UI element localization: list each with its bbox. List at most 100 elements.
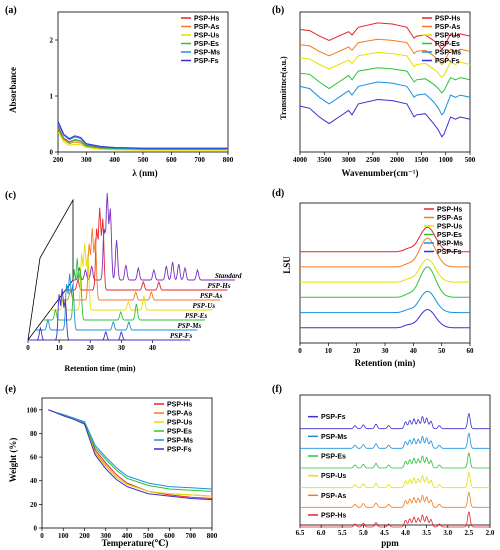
e-y-tick-label: 60: [30, 454, 38, 462]
a-x-tick-label: 800: [223, 156, 234, 164]
e-x-tick-label: 300: [101, 532, 112, 540]
f-xlabel: ppm: [381, 538, 399, 548]
a-legend-entry: PSP-Hs: [194, 16, 219, 23]
c-trace-psp-hs: [65, 207, 206, 291]
f-x-tick-label: 4.0: [401, 529, 410, 537]
c-trace-psp-es: [43, 258, 183, 321]
e-legend-entry: PSP-Fs: [167, 447, 192, 454]
a-legend-entry: PSP-As: [194, 24, 219, 31]
a-legend-entry: PSP-Fs: [194, 58, 219, 65]
f-x-tick-label: 2.5: [465, 529, 474, 537]
f-legend-entry: PSP-Ms: [321, 434, 347, 441]
e-x-tick-label: 700: [186, 532, 197, 540]
b-series-line-psp-fs: [299, 98, 471, 138]
f-series-line-psp-us: [300, 471, 490, 489]
b-x-tick-label: 4000: [293, 156, 308, 164]
a-legend-entry: PSP-Us: [194, 33, 219, 40]
e-x-tick-label: 400: [122, 532, 133, 540]
e-x-tick-label: 600: [164, 532, 175, 540]
a-series-line-psp-us: [57, 132, 228, 151]
b-series-line-psp-hs: [299, 22, 471, 50]
b-legend-entry: PSP-Es: [435, 41, 460, 48]
a-y-tick-label: 2: [50, 37, 54, 45]
f-x-tick-label: 4.5: [380, 529, 389, 537]
b-x-tick-label: 2500: [366, 156, 381, 164]
c-x-tick-label: 10: [56, 344, 64, 352]
a-x-tick-label: 600: [166, 156, 177, 164]
b-x-tick-label: 1500: [414, 156, 429, 164]
f-legend-entry: PSP-Es: [321, 454, 346, 461]
e-y-tick-label: 40: [30, 477, 38, 485]
a-legend-entry: PSP-Es: [194, 41, 219, 48]
d-series-line-psp-es: [300, 266, 470, 298]
a-x-tick-label: 300: [81, 156, 92, 164]
panel-label-c: (c): [5, 190, 16, 201]
f-x-tick-label: 5.5: [338, 529, 347, 537]
e-legend-entry: PSP-Es: [167, 429, 192, 436]
f-x-tick-label: 3.0: [443, 529, 452, 537]
f-legend-entry: PSP-As: [321, 493, 346, 500]
c-trace-label: PSP-As: [200, 292, 222, 300]
c-trace-psp-ms: [35, 273, 176, 331]
d-legend-entry: PSP-Fs: [437, 249, 462, 256]
b-legend-entry: PSP-As: [435, 24, 460, 31]
d-x-tick-label: 30: [382, 347, 390, 355]
d-legend-entry: PSP-Ms: [437, 241, 463, 248]
b-x-tick-label: 3000: [342, 156, 357, 164]
c-trace-standard: [73, 192, 213, 281]
d-ylabel: LSU: [282, 256, 292, 274]
a-x-tick-label: 400: [109, 156, 120, 164]
b-plot-frame: [299, 11, 471, 153]
c-x-tick-label: 40: [149, 344, 157, 352]
d-legend-entry: PSP-Hs: [437, 207, 462, 214]
c-x-tick-label: 20: [87, 344, 95, 352]
d-series-line-psp-hs: [300, 226, 470, 253]
e-y-tick-label: 20: [30, 501, 38, 509]
e-x-tick-label: 200: [79, 532, 90, 540]
d-legend-entry: PSP-Es: [437, 232, 462, 239]
e-legend-entry: PSP-As: [167, 411, 192, 418]
e-legend-entry: PSP-Hs: [167, 402, 192, 409]
a-series-line-psp-es: [57, 128, 228, 150]
d-x-tick-label: 10: [325, 347, 333, 355]
d-x-tick-label: 60: [467, 347, 475, 355]
d-x-tick-label: 50: [438, 347, 446, 355]
f-legend-entry: PSP-Us: [321, 473, 346, 480]
a-series-line-psp-fs: [57, 120, 228, 149]
panel-label-f: (f): [272, 384, 282, 395]
f-x-tick-label: 6.0: [317, 529, 326, 537]
a-y-tick-label: 1: [50, 93, 54, 101]
a-x-tick-label: 200: [53, 156, 64, 164]
e-x-tick-label: 0: [40, 532, 44, 540]
d-series-line-psp-as: [300, 237, 470, 268]
a-legend-entry: PSP-Ms: [194, 50, 220, 57]
f-x-tick-label: 2.0: [486, 529, 495, 537]
d-x-tick-label: 20: [353, 347, 361, 355]
c-trace-label: PSP-Ms: [178, 322, 202, 330]
b-series-line-psp-ms: [299, 81, 471, 116]
e-ylabel: Weight (%): [8, 438, 18, 483]
panel-label-e: (e): [5, 384, 16, 395]
f-series-line-psp-hs: [300, 511, 490, 528]
c-trace-psp-as: [58, 228, 198, 301]
d-x-tick-label: 40: [410, 347, 418, 355]
c-x-tick-label: 0: [26, 344, 30, 352]
a-x-tick-label: 700: [194, 156, 205, 164]
f-series-line-psp-es: [300, 452, 490, 469]
f-legend-entry: PSP-Fs: [321, 414, 346, 421]
d-series-line-psp-fs: [300, 308, 470, 329]
c-x-tick-label: 30: [118, 344, 126, 352]
a-x-tick-label: 500: [138, 156, 149, 164]
e-x-tick-label: 800: [207, 532, 218, 540]
b-x-tick-label: 3500: [317, 156, 332, 164]
e-y-tick-label: 100: [27, 406, 38, 414]
e-legend-entry: PSP-Us: [167, 420, 192, 427]
a-ylabel: Absorbance: [8, 67, 18, 113]
b-legend-entry: PSP-Ms: [435, 50, 461, 57]
b-legend-entry: PSP-Us: [435, 33, 460, 40]
b-series-line-psp-us: [299, 51, 471, 79]
c-trace-label: PSP-Es: [185, 312, 207, 320]
c-trace-label: PSP-Us: [193, 302, 216, 310]
c-trace-label: PSP-Fs: [170, 332, 192, 340]
panel-label-b: (b): [272, 5, 284, 16]
